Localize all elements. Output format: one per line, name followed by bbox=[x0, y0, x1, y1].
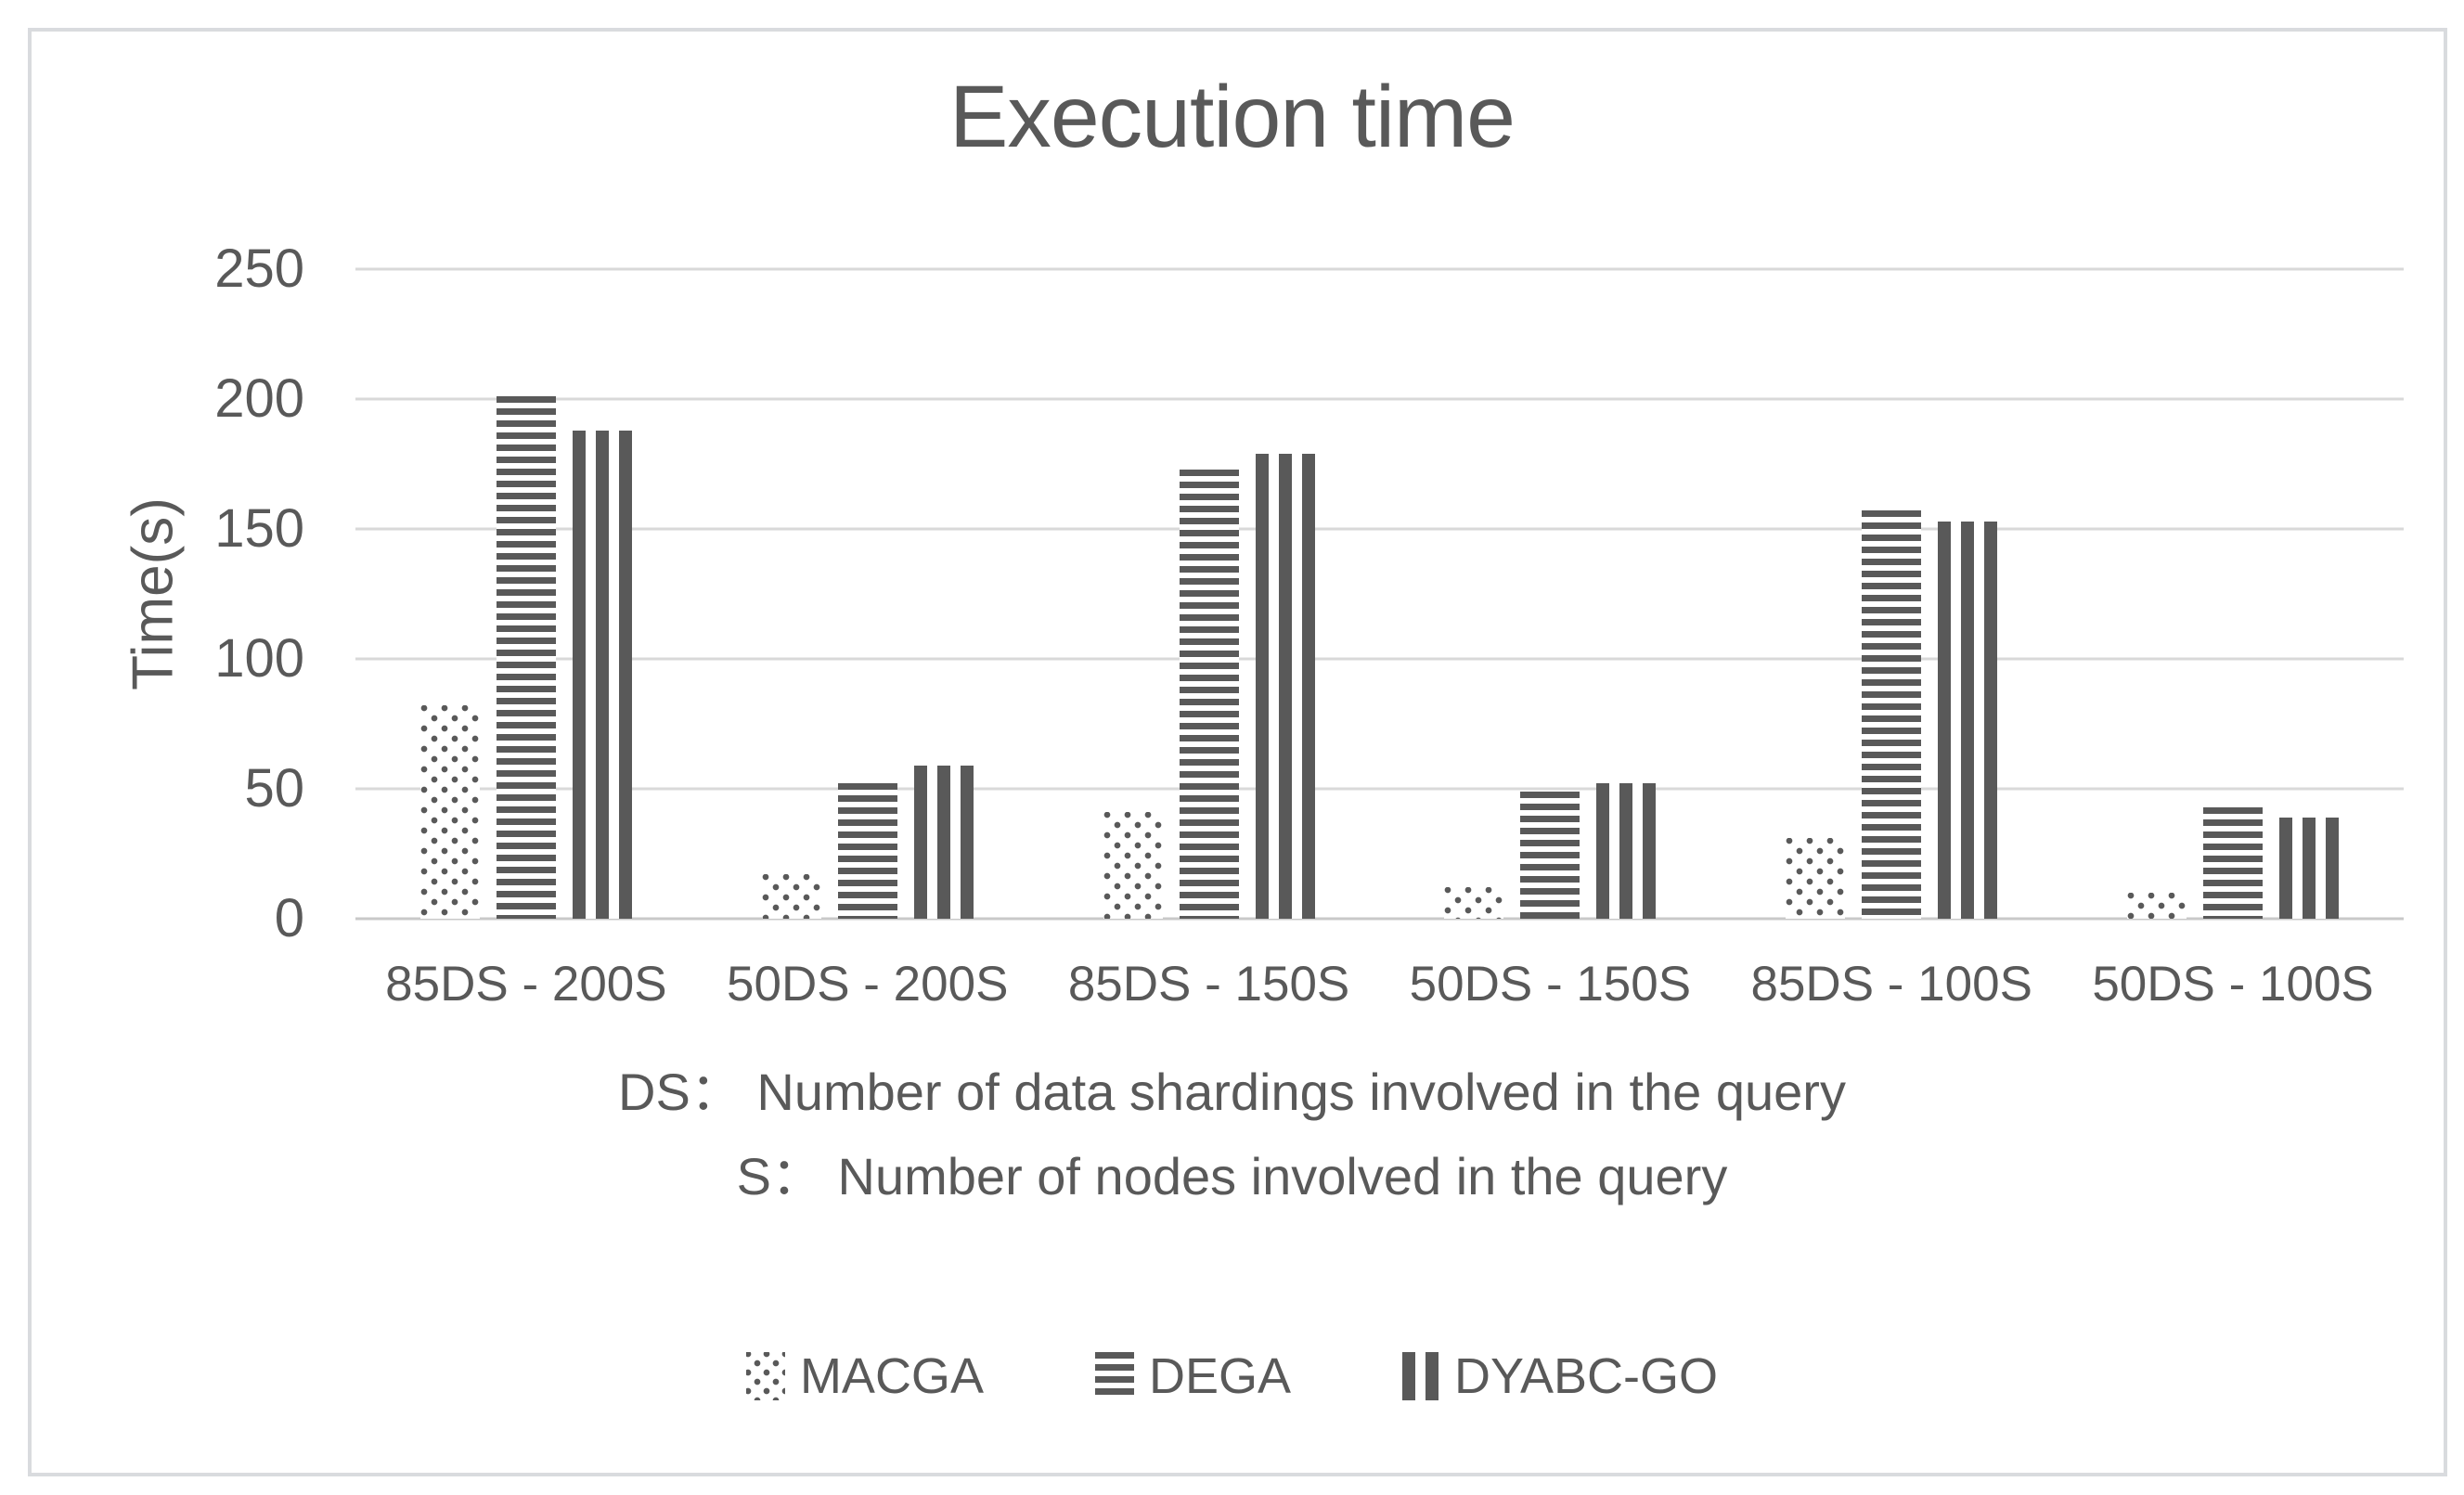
gridline-150 bbox=[355, 527, 2404, 531]
plot-area bbox=[355, 267, 2404, 921]
legend-item-dega: DEGA bbox=[1094, 1347, 1292, 1405]
legend-label-dyabc-go: DYABC-GO bbox=[1454, 1348, 1719, 1404]
legend: MACGA DEGA DYABC-GO bbox=[0, 1347, 2464, 1405]
gridline-250 bbox=[355, 267, 2404, 271]
y-tick-label-200: 200 bbox=[214, 368, 304, 429]
bar-group-3 bbox=[1379, 269, 1721, 919]
bar-dega-0 bbox=[496, 396, 556, 919]
y-tick-label-100: 100 bbox=[214, 628, 304, 689]
y-tick-label-0: 0 bbox=[274, 888, 304, 948]
gridline-50 bbox=[355, 787, 2404, 791]
bar-group-2 bbox=[1038, 269, 1380, 919]
legend-swatch-dyabc-go bbox=[1402, 1352, 1440, 1400]
bar-dega-1 bbox=[837, 783, 897, 919]
bar-macga-5 bbox=[2127, 893, 2187, 919]
bar-group-5 bbox=[2062, 269, 2404, 919]
gridline-100 bbox=[355, 657, 2404, 661]
bar-group-4 bbox=[1721, 269, 2062, 919]
legend-item-macga: MACGA bbox=[745, 1347, 984, 1405]
bar-macga-3 bbox=[1444, 887, 1504, 919]
chart-title: Execution time bbox=[948, 68, 1516, 166]
bar-dega-2 bbox=[1179, 469, 1239, 919]
legend-label-dega: DEGA bbox=[1148, 1348, 1292, 1404]
x-axis-label-4: 85DS - 100S bbox=[1750, 957, 2032, 1012]
gridline-200 bbox=[355, 397, 2404, 401]
x-axis-label-1: 50DS - 200S bbox=[727, 957, 1009, 1012]
bar-dyabc-go-3 bbox=[1596, 783, 1657, 919]
legend-label-macga: MACGA bbox=[799, 1348, 984, 1404]
bar-macga-2 bbox=[1103, 812, 1163, 919]
bar-groups bbox=[355, 269, 2404, 919]
bar-dyabc-go-2 bbox=[1255, 453, 1315, 919]
bar-dyabc-go-4 bbox=[1938, 521, 1998, 919]
note-line-s: S： Number of nodes involved in the query bbox=[736, 1146, 1728, 1205]
bar-macga-0 bbox=[419, 705, 480, 919]
bar-group-1 bbox=[697, 269, 1038, 919]
bar-macga-4 bbox=[1786, 838, 1846, 919]
x-labels: 85DS - 200S 50DS - 200S 85DS - 150S 50DS - … bbox=[355, 956, 2404, 1012]
x-axis-label-0: 85DS - 200S bbox=[385, 957, 667, 1012]
x-axis-label-2: 85DS - 150S bbox=[1067, 957, 1350, 1012]
bar-dyabc-go-5 bbox=[2279, 817, 2340, 919]
bar-dega-5 bbox=[2203, 806, 2264, 919]
axis-notes: DS： Number of data shardings involved in… bbox=[0, 1050, 2464, 1218]
legend-item-dyabc-go: DYABC-GO bbox=[1402, 1347, 1718, 1405]
bar-dyabc-go-0 bbox=[572, 430, 632, 919]
bar-dega-3 bbox=[1520, 791, 1580, 919]
y-tick-label-50: 50 bbox=[244, 758, 304, 818]
y-tick-label-250: 250 bbox=[214, 238, 304, 299]
bar-group-0 bbox=[355, 269, 697, 919]
y-ticks: 0 50 100 150 200 250 bbox=[0, 242, 304, 946]
x-axis-label-5: 50DS - 100S bbox=[2092, 957, 2374, 1012]
bar-dega-4 bbox=[1862, 510, 1922, 919]
bar-macga-1 bbox=[761, 874, 821, 919]
bar-dyabc-go-1 bbox=[913, 765, 974, 919]
legend-swatch-dega bbox=[1094, 1352, 1134, 1400]
note-line-ds: DS： Number of data shardings involved in… bbox=[618, 1063, 1846, 1121]
y-tick-label-150: 150 bbox=[214, 498, 304, 559]
legend-swatch-macga bbox=[745, 1352, 785, 1400]
x-axis-label-3: 50DS - 150S bbox=[1409, 957, 1692, 1012]
gridline-0 bbox=[355, 917, 2404, 921]
